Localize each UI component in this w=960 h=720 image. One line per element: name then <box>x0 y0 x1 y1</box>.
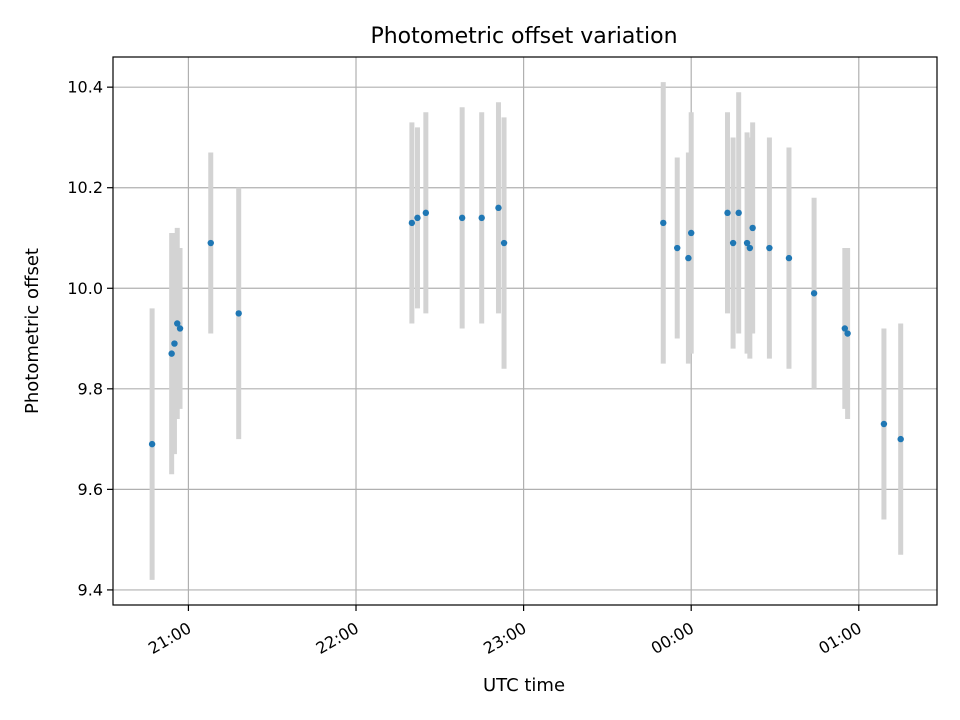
data-points <box>148 204 904 448</box>
data-point <box>176 325 184 332</box>
grid <box>113 57 937 605</box>
data-point <box>746 244 754 252</box>
chart-title: Photometric offset variation <box>370 24 677 49</box>
data-point <box>743 239 751 247</box>
data-point <box>735 209 742 217</box>
x-tick-label: 22:00 <box>313 618 362 658</box>
plot-frame <box>112 56 938 606</box>
y-tick-label: 9.8 <box>78 379 103 398</box>
data-point <box>729 239 737 247</box>
y-axis-ticks: 9.4 9.6 9.8 10.0 10.2 10.4 <box>67 78 113 599</box>
y-tick-label: 10.2 <box>67 178 103 197</box>
data-point <box>168 350 175 357</box>
x-tick-label: 21:00 <box>145 618 194 658</box>
data-point <box>844 330 851 337</box>
data-point <box>674 244 681 252</box>
data-point <box>897 435 904 443</box>
data-point <box>174 320 181 327</box>
data-point <box>766 244 773 252</box>
y-axis-label: Photometric offset <box>22 248 43 414</box>
data-point <box>171 340 178 347</box>
data-point <box>478 214 485 222</box>
data-point <box>687 229 695 237</box>
data-point <box>810 290 818 297</box>
x-axis-ticks: 21:00 22:00 23:00 00:00 01:00 <box>145 605 865 658</box>
data-point <box>148 440 156 448</box>
y-tick-label: 9.4 <box>78 580 103 599</box>
data-point <box>880 420 888 428</box>
x-axis-label: UTC time <box>483 675 565 696</box>
data-point <box>207 239 214 247</box>
data-point <box>785 254 793 262</box>
data-point <box>408 219 416 227</box>
data-point <box>841 325 849 332</box>
data-point <box>414 214 421 222</box>
data-point <box>724 209 731 217</box>
error-bars <box>149 82 904 580</box>
x-tick-label: 23:00 <box>480 618 529 658</box>
x-tick-label: 01:00 <box>815 618 864 658</box>
data-point <box>685 254 692 262</box>
y-tick-label: 10.0 <box>67 279 103 298</box>
y-tick-label: 9.6 <box>78 480 103 499</box>
y-tick-label: 10.4 <box>67 78 103 97</box>
data-point <box>500 239 508 247</box>
data-point <box>749 224 756 232</box>
data-point <box>660 219 667 227</box>
data-point <box>495 204 502 212</box>
x-tick-label: 00:00 <box>648 618 697 658</box>
data-point <box>458 214 466 222</box>
data-point <box>235 310 242 317</box>
data-point <box>422 209 430 217</box>
